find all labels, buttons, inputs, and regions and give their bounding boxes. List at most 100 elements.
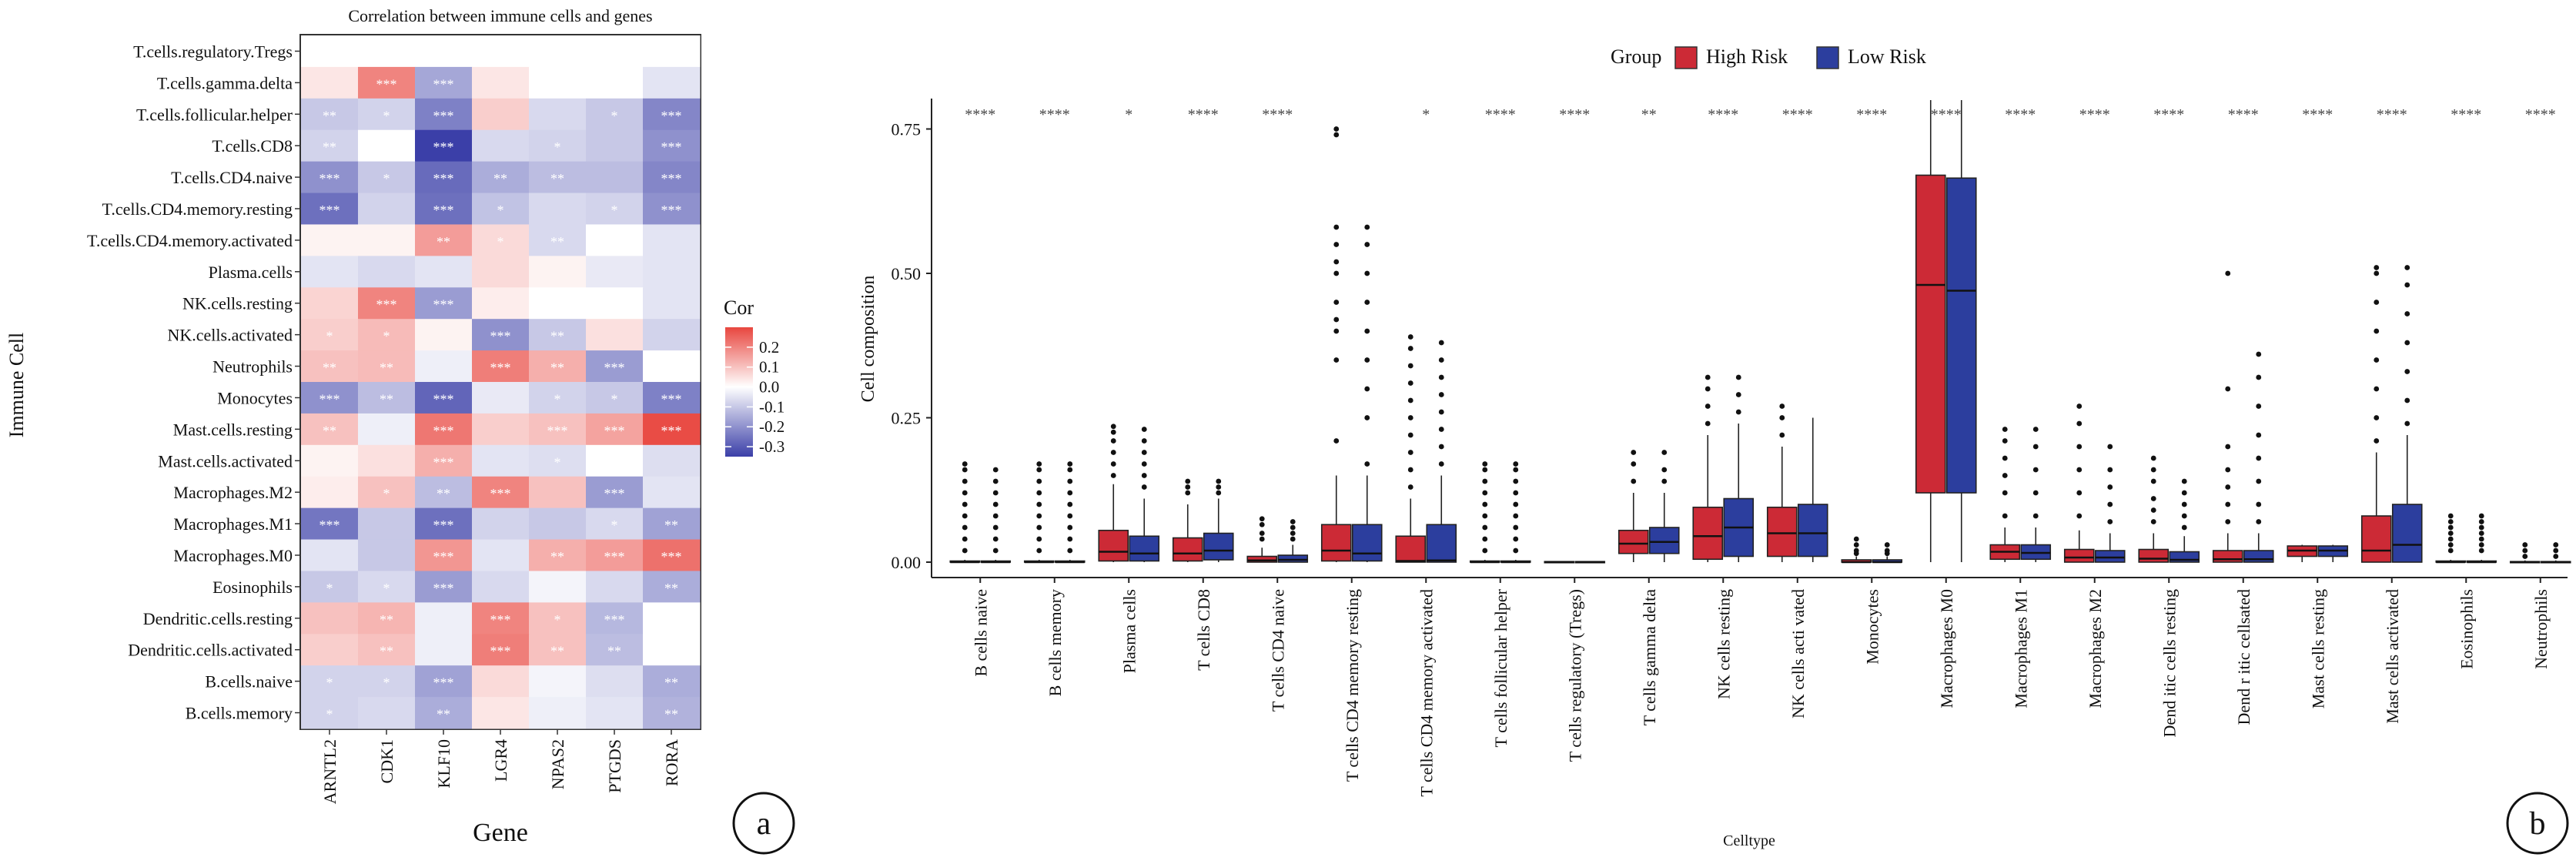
heatmap-cell [643, 634, 701, 666]
heatmap-significance-label: ** [664, 517, 678, 533]
heatmap-cell [472, 350, 530, 383]
heatmap-significance-label: * [326, 707, 333, 722]
outlier-point [1067, 467, 1073, 473]
outlier-point [1779, 415, 1785, 420]
outlier-point [2032, 427, 2039, 432]
outlier-point [1333, 328, 1340, 334]
outlier-point [1884, 542, 1890, 548]
outlier-point [992, 536, 999, 542]
outlier-point [1438, 461, 1444, 467]
significance-marker: **** [2005, 106, 2036, 123]
color-legend: Cor 0.20.10.0-0.1-0.2-0.3 [724, 296, 785, 457]
outlier-point [2374, 438, 2380, 444]
outlier-point [2225, 484, 2231, 490]
heatmap-significance-label: *** [490, 329, 511, 344]
boxplot-category-label: Dend itic cells resting [2159, 589, 2179, 737]
heatmap-column-label: ARNTL2 [320, 739, 340, 804]
color-legend-ticks: 0.20.10.0-0.1-0.2-0.3 [725, 338, 785, 456]
heatmap-cell [529, 476, 587, 509]
outlier-point [1438, 374, 1444, 380]
outlier-point [2076, 513, 2083, 519]
heatmap-cell [472, 224, 530, 256]
boxplot-category-label: T cells CD8 [1194, 589, 1213, 671]
outlier-point [2478, 542, 2484, 548]
boxplot-category-label: T cells gamma delta [1640, 589, 1659, 726]
heatmap-cell [301, 697, 359, 729]
outlier-point [1482, 501, 1488, 507]
heatmap-cell [415, 444, 473, 477]
heatmap-cell [415, 382, 473, 414]
heatmap-significance-label: *** [604, 423, 625, 438]
outlier-point [1333, 316, 1340, 323]
heatmap-significance-label: *** [433, 549, 454, 564]
heatmap-significance-label: * [611, 391, 618, 407]
heatmap-significance-label: *** [661, 391, 682, 407]
heatmap-cell [472, 476, 530, 509]
heatmap-cell [472, 665, 530, 698]
heatmap-significance-label: *** [490, 486, 511, 501]
heatmap-cell [358, 161, 416, 194]
outlier-point [1438, 427, 1444, 432]
outlier-point [992, 524, 999, 531]
heatmap-significance-label: * [326, 675, 333, 691]
heatmap-cell [301, 350, 359, 383]
heatmap-cell [643, 507, 701, 541]
boxplot-category-label: B cells naive [971, 589, 990, 677]
heatmap-significance-label: * [611, 517, 618, 533]
box [1351, 524, 1383, 562]
outlier-point [962, 501, 968, 507]
outlier-point [2002, 455, 2008, 461]
outlier-point [2002, 490, 2008, 496]
heatmap-cell [586, 507, 644, 541]
outlier-point [2404, 420, 2410, 427]
outlier-point [2225, 467, 2231, 473]
outlier-point [1513, 548, 1519, 554]
high-risk-swatch [1674, 46, 1698, 69]
significance-marker: **** [2228, 106, 2259, 123]
outlier-point [1779, 432, 1785, 438]
heatmap-cell [643, 539, 701, 571]
heatmap-cell [529, 602, 587, 635]
outlier-point [1364, 328, 1370, 334]
heatmap-significance-label: ** [380, 612, 393, 628]
heatmap-cell [358, 476, 416, 509]
outlier-point [2256, 351, 2262, 357]
heatmap-cell [415, 287, 473, 320]
outlier-point [1110, 438, 1116, 444]
heatmap-cell [358, 665, 416, 698]
outlier-point [1735, 374, 1741, 380]
heatmap-significance-label: *** [433, 517, 454, 533]
outlier-point [1364, 386, 1370, 392]
boxplot-panel: Group High Risk Low Risk Cell compositio… [858, 45, 2571, 855]
heatmap-cell [586, 665, 644, 698]
outlier-point [1036, 548, 1042, 554]
heatmap-significance-label: ** [323, 360, 336, 376]
heatmap-cell [415, 193, 473, 225]
significance-markers: **** **** * **** **** * **** **** ** **** **** ****… [965, 106, 2556, 123]
boxplot-category-label: Macrophages M2 [2086, 589, 2105, 708]
heatmap-significance-label: ** [550, 644, 564, 659]
heatmap-cell [529, 319, 587, 351]
box [1098, 529, 1129, 562]
heatmap-cell [529, 193, 587, 225]
heatmap-cell [643, 571, 701, 603]
outlier-point [1364, 357, 1370, 363]
heatmap-significance-label: *** [490, 612, 511, 628]
heatmap-cell [301, 571, 359, 603]
heatmap-title: Correlation between immune cells and gen… [348, 6, 652, 25]
outlier-point [1333, 438, 1340, 444]
heatmap-cell [415, 634, 473, 666]
outlier-point [1259, 516, 1265, 522]
heatmap-column-labels: ARNTL2 CDK1 KLF10 LGR4 NPAS2 PTGDS RORA [320, 729, 681, 804]
group-legend-title: Group [1611, 45, 1661, 68]
heatmap-cell [586, 256, 644, 288]
heatmap-significance-label: *** [433, 203, 454, 218]
box [1277, 554, 1309, 563]
outlier-point [1364, 415, 1370, 420]
outlier-point [2225, 270, 2231, 276]
heatmap-cell [643, 224, 701, 256]
outlier-point [992, 467, 999, 473]
outlier-point [1407, 334, 1413, 340]
heatmap-cell [643, 319, 701, 351]
heatmap-cell [472, 413, 530, 446]
